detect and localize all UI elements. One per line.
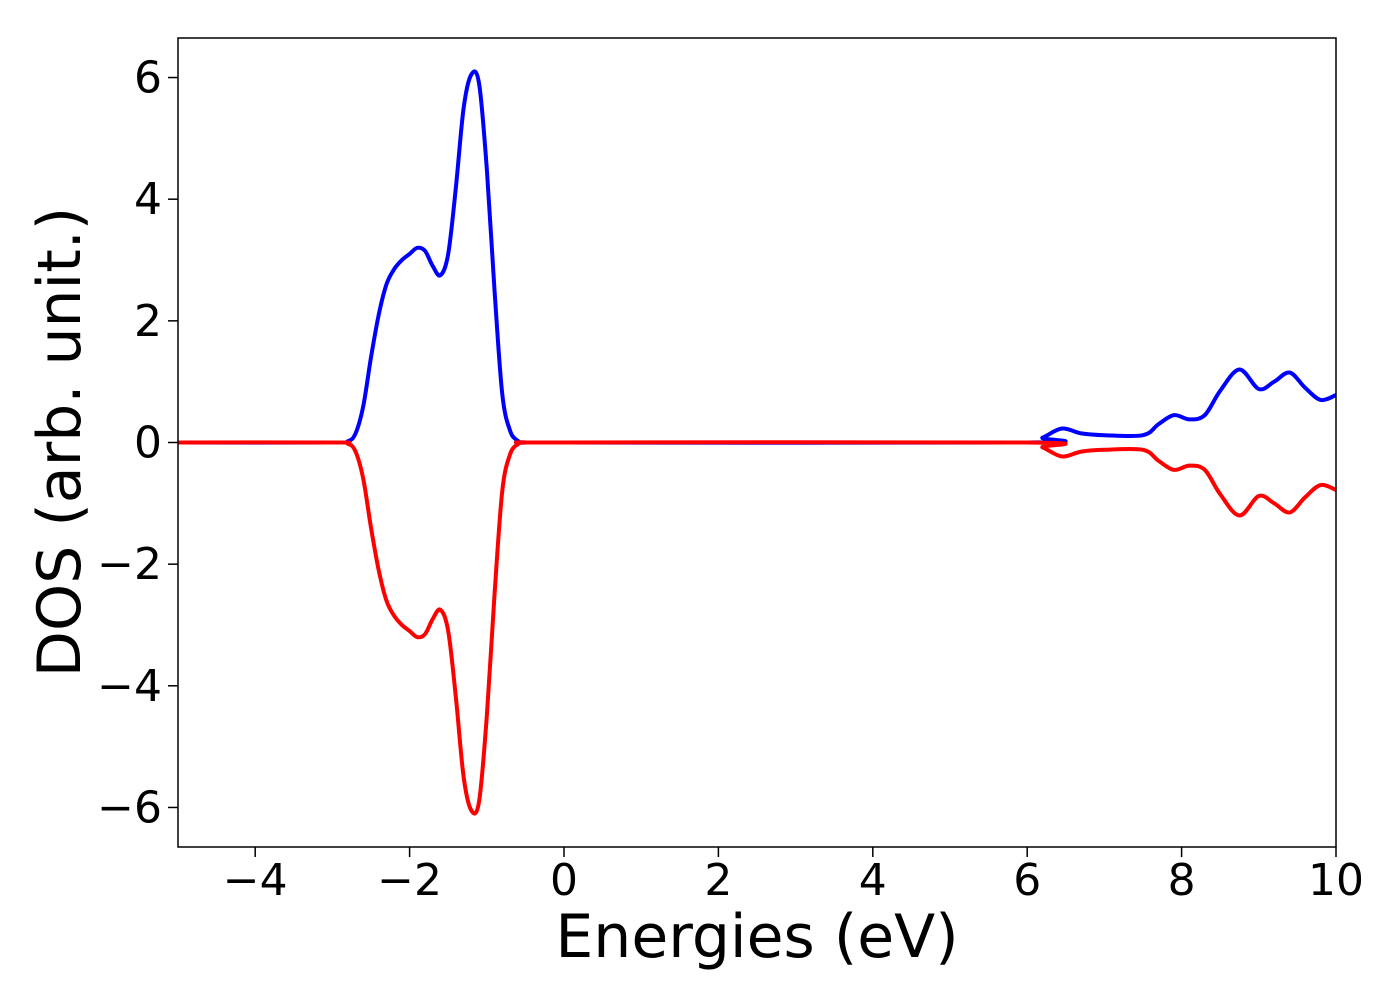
series-line-down [178, 440, 1336, 816]
x-tick-label: 8 [1168, 855, 1196, 906]
x-tick-label: 4 [859, 855, 887, 906]
x-tick-label: 0 [550, 855, 578, 906]
x-tick-label: −2 [377, 855, 442, 906]
plot-frame [177, 37, 1337, 848]
y-tick-label: −2 [97, 539, 162, 590]
ticks-layer: −4 −2 0 2 4 6 8 10 −6 −4 −2 0 2 4 6 [97, 53, 1364, 906]
series-layer [178, 69, 1336, 816]
y-tick-label: −6 [97, 782, 162, 833]
series-line-up [178, 69, 1336, 445]
y-tick-label: 2 [134, 296, 162, 347]
x-axis-label: Energies (eV) [555, 902, 958, 972]
y-tick-label: 4 [134, 174, 162, 225]
y-tick-label: −4 [97, 661, 162, 712]
y-tick-label: 6 [134, 53, 162, 104]
x-tick-label: 6 [1013, 855, 1041, 906]
y-tick-label: 0 [134, 418, 162, 469]
x-tick-label: 10 [1308, 855, 1364, 906]
x-tick-label: 2 [704, 855, 732, 906]
y-axis-label: DOS (arb. unit.) [25, 207, 95, 677]
x-tick-label: −4 [223, 855, 288, 906]
